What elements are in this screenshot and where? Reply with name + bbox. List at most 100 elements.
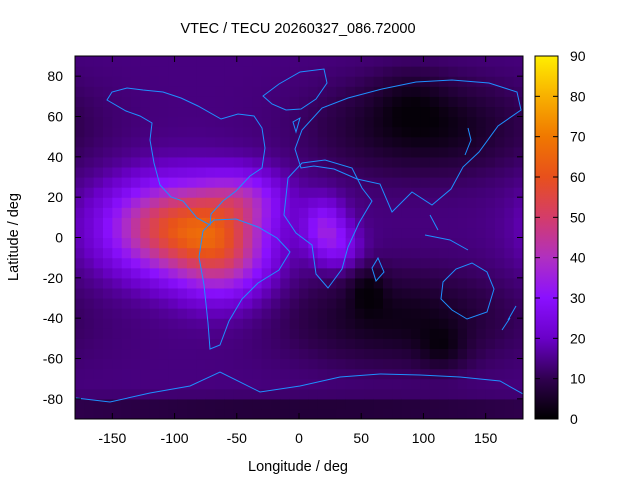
heatmap-cell [196, 86, 207, 97]
heatmap-cell [448, 66, 459, 77]
heatmap-cell [75, 368, 85, 380]
heatmap-cell [233, 116, 244, 128]
heatmap-cell [149, 388, 160, 400]
heatmap-cell [364, 277, 375, 289]
heatmap-cell [355, 398, 365, 410]
heatmap-cell [149, 358, 160, 370]
heatmap-cell [252, 56, 263, 67]
heatmap-cell [336, 277, 347, 289]
heatmap-cell [103, 277, 113, 289]
heatmap-cell [364, 136, 375, 148]
heatmap-cell [103, 358, 113, 370]
heatmap-cell [233, 328, 244, 339]
heatmap-cell [75, 187, 85, 198]
heatmap-cell [224, 257, 235, 269]
heatmap-cell [261, 56, 272, 67]
heatmap-cell [420, 227, 431, 239]
heatmap-cell [112, 227, 123, 239]
heatmap-cell [336, 106, 347, 118]
heatmap-cell [448, 126, 459, 138]
heatmap-cell [457, 237, 468, 249]
heatmap-cell [224, 318, 235, 329]
heatmap-cell [93, 126, 104, 138]
heatmap-cell [177, 86, 188, 97]
heatmap-cell [112, 86, 123, 97]
heatmap-cell [355, 227, 365, 239]
heatmap-cell [75, 227, 85, 239]
heatmap-cell [485, 358, 496, 370]
heatmap-cell [271, 328, 281, 339]
heatmap-cell [308, 76, 319, 87]
heatmap-cell [411, 177, 421, 188]
heatmap-cell [289, 66, 300, 77]
heatmap-cell [448, 197, 459, 208]
heatmap-cell [373, 76, 384, 87]
heatmap-cell [196, 318, 207, 329]
heatmap-cell [271, 86, 281, 97]
heatmap-cell [131, 106, 141, 118]
heatmap-cell [327, 348, 337, 360]
heatmap-cell [233, 86, 244, 97]
heatmap-cell [140, 398, 151, 410]
heatmap-cell [457, 308, 468, 319]
heatmap-cell [467, 247, 477, 259]
heatmap-cell [224, 237, 235, 249]
heatmap-cell [513, 207, 523, 218]
heatmap-cell [280, 348, 291, 360]
heatmap-cell [196, 136, 207, 148]
heatmap-cell [476, 136, 487, 148]
heatmap-cell [485, 217, 496, 229]
heatmap-cell [513, 338, 523, 350]
heatmap-cell [271, 187, 281, 198]
heatmap-cell [224, 267, 235, 279]
heatmap-cell [355, 247, 365, 259]
heatmap-cell [327, 116, 337, 128]
heatmap-cell [168, 166, 179, 178]
heatmap-cell [215, 368, 225, 380]
heatmap-cell [429, 338, 440, 350]
heatmap-cell [504, 136, 515, 148]
heatmap-cell [373, 197, 384, 208]
heatmap-cell [476, 96, 487, 108]
heatmap-cell [252, 348, 263, 360]
heatmap-cell [299, 237, 309, 249]
heatmap-cell [373, 287, 384, 299]
heatmap-cell [224, 227, 235, 239]
heatmap-cell [476, 298, 487, 309]
heatmap-cell [308, 136, 319, 148]
heatmap-cell [93, 237, 104, 249]
heatmap-cell [103, 267, 113, 279]
heatmap-cell [355, 76, 365, 87]
heatmap-cell [103, 177, 113, 188]
heatmap-cell [233, 56, 244, 67]
heatmap-cell [233, 257, 244, 269]
heatmap-cell [420, 398, 431, 410]
heatmap-cell [140, 328, 151, 339]
heatmap-cell [75, 156, 85, 168]
heatmap-cell [271, 96, 281, 108]
heatmap-cell [439, 96, 449, 108]
heatmap-cell [513, 398, 523, 410]
heatmap-cell [243, 166, 253, 178]
heatmap-cell [131, 66, 141, 77]
heatmap-cell [215, 116, 225, 128]
heatmap-cell [355, 177, 365, 188]
heatmap-cell [75, 328, 85, 339]
heatmap-cell [308, 318, 319, 329]
heatmap-cell [429, 116, 440, 128]
heatmap-cell [252, 86, 263, 97]
heatmap-cell [420, 368, 431, 380]
heatmap-cell [271, 217, 281, 229]
heatmap-cell [439, 287, 449, 299]
heatmap-cell [280, 398, 291, 410]
heatmap-cell [392, 187, 403, 198]
heatmap-cell [140, 217, 151, 229]
heatmap-cell [112, 146, 123, 158]
heatmap-cell [75, 348, 85, 360]
heatmap-cell [373, 318, 384, 329]
heatmap-cell [401, 398, 412, 410]
heatmap-cell [271, 267, 281, 279]
heatmap-cell [196, 76, 207, 87]
heatmap-cell [187, 96, 197, 108]
heatmap-cell [411, 277, 421, 289]
